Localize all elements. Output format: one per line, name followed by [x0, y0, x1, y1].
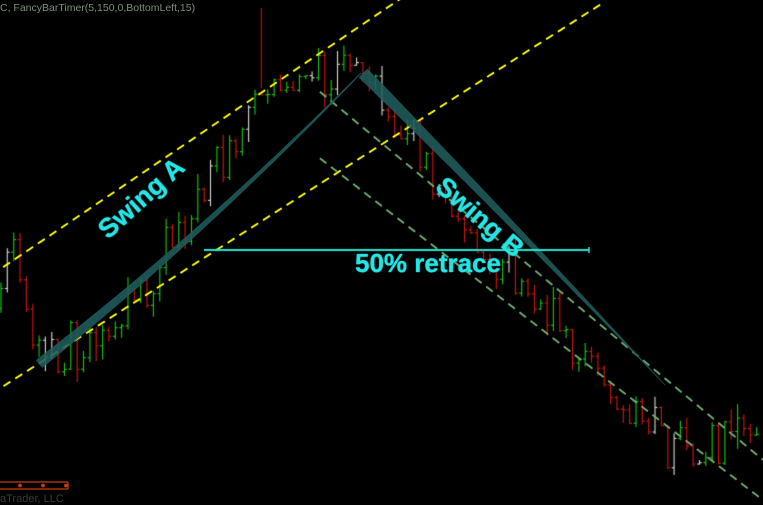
- svg-text:Swing A: Swing A: [92, 152, 190, 245]
- svg-text:50% retrace: 50% retrace: [355, 248, 501, 278]
- svg-text:C, FancyBarTimer(5,150,0,Botto: C, FancyBarTimer(5,150,0,BottomLeft,15): [0, 2, 195, 14]
- svg-text:aTrader, LLC: aTrader, LLC: [0, 493, 64, 505]
